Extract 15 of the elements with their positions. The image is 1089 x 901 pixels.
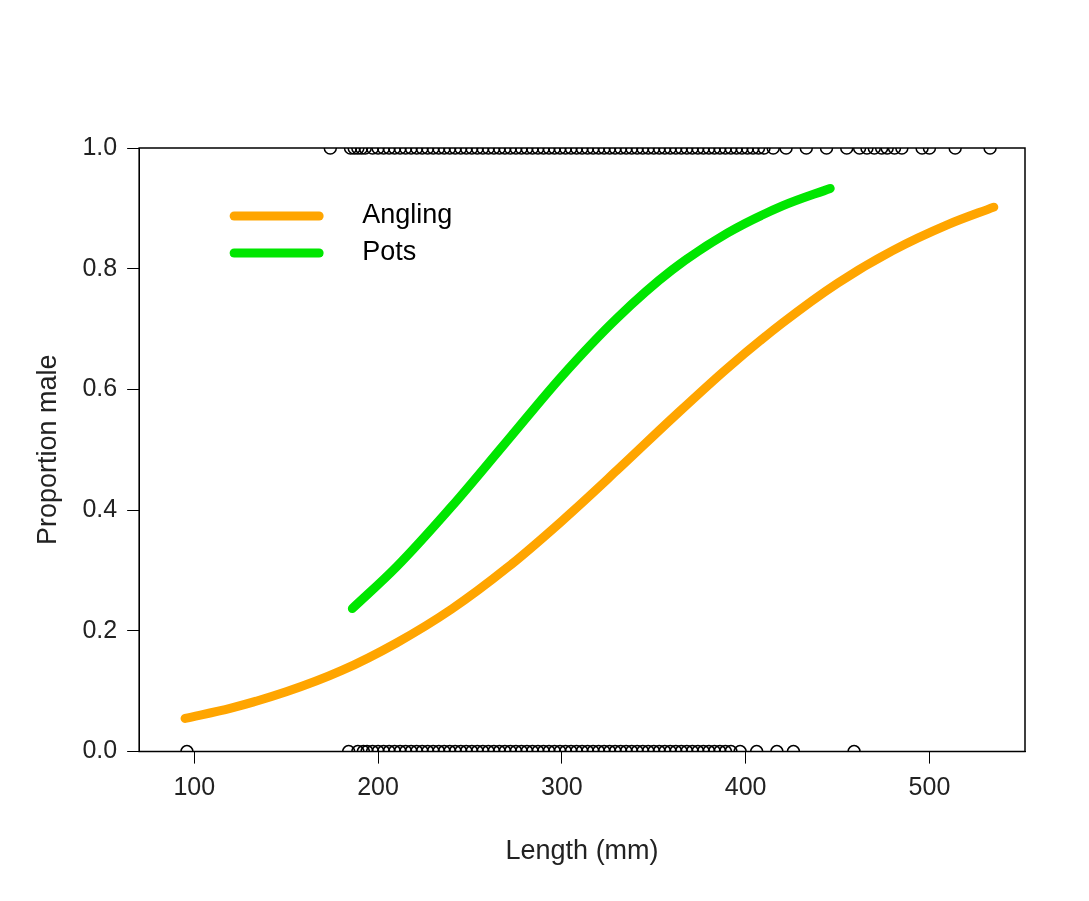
y-axis-title: Proportion male — [31, 354, 62, 546]
y-tick-label: 0.6 — [82, 373, 118, 402]
x-tick-label: 500 — [908, 772, 951, 801]
x-tick-label: 400 — [724, 772, 767, 801]
x-tick-label: 300 — [541, 772, 583, 801]
legend-label: Angling — [362, 199, 453, 230]
x-axis-title: Length (mm) — [505, 835, 659, 866]
y-tick-label: 0.0 — [82, 735, 118, 764]
legend-label: Pots — [362, 236, 417, 267]
x-tick-label: 200 — [357, 772, 399, 801]
y-tick-label: 0.2 — [82, 614, 118, 643]
y-tick-label: 0.8 — [82, 252, 118, 281]
y-tick-label: 1.0 — [82, 131, 118, 160]
y-tick-label: 0.4 — [82, 494, 118, 523]
x-tick-label: 100 — [173, 772, 216, 801]
